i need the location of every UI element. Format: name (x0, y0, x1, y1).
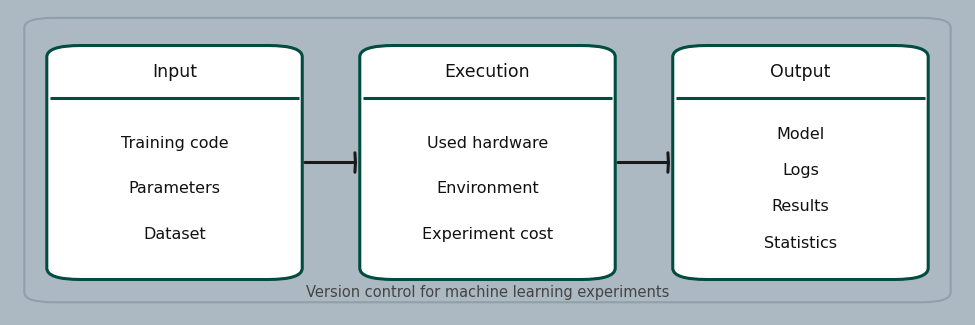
Text: Execution: Execution (445, 63, 530, 81)
Text: Experiment cost: Experiment cost (422, 227, 553, 242)
FancyBboxPatch shape (673, 46, 928, 280)
FancyBboxPatch shape (47, 46, 302, 280)
Text: Dataset: Dataset (143, 227, 206, 242)
Text: Parameters: Parameters (129, 181, 220, 196)
Text: Logs: Logs (782, 163, 819, 178)
Text: Used hardware: Used hardware (427, 136, 548, 151)
Text: Model: Model (776, 127, 825, 142)
FancyBboxPatch shape (360, 46, 615, 280)
Text: Input: Input (152, 63, 197, 81)
Text: Output: Output (770, 63, 831, 81)
Text: Training code: Training code (121, 136, 228, 151)
Text: Results: Results (771, 200, 830, 214)
Text: Environment: Environment (436, 181, 539, 196)
Text: Statistics: Statistics (764, 236, 837, 251)
Text: Version control for machine learning experiments: Version control for machine learning exp… (306, 285, 669, 300)
FancyBboxPatch shape (24, 18, 951, 302)
